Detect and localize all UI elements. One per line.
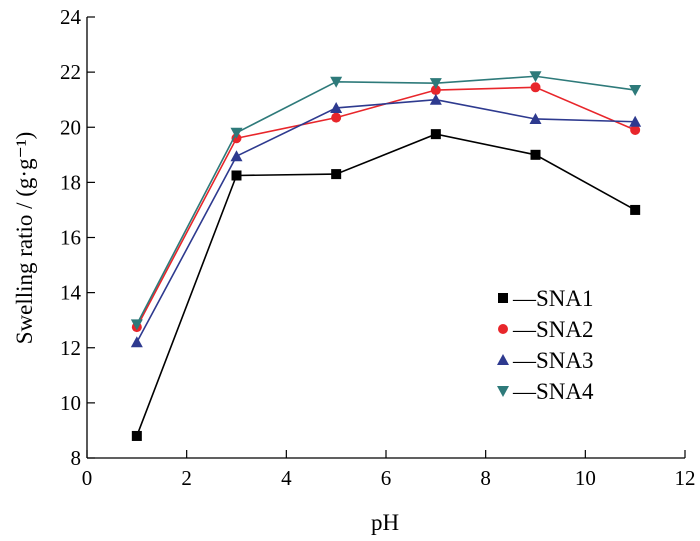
legend-item-sna2: —SNA2 (498, 317, 594, 342)
series-line (136, 75, 636, 325)
data-point (430, 85, 441, 96)
data-point (131, 430, 142, 441)
series-sna3 (130, 93, 642, 348)
legend-marker (498, 324, 508, 334)
series-line (136, 133, 636, 437)
legend: —SNA1 —SNA2 —SNA3 —SNA4 (497, 286, 594, 404)
data-point (330, 101, 343, 113)
data-point (629, 115, 642, 127)
x-tick-label: 8 (480, 466, 491, 490)
data-point (429, 78, 442, 90)
y-tick-label: 14 (60, 281, 82, 305)
x-tick-label: 10 (575, 466, 596, 490)
legend-item-sna4: —SNA4 (497, 379, 594, 404)
data-point (130, 319, 143, 331)
data-point (230, 127, 243, 139)
y-tick-label: 20 (60, 115, 81, 139)
data-point (630, 204, 641, 215)
data-point (430, 129, 441, 140)
data-point (529, 71, 542, 83)
data-point (630, 125, 641, 136)
data-point (230, 150, 243, 162)
x-tick-label: 12 (675, 466, 696, 490)
y-tick-label: 12 (60, 336, 81, 360)
data-point (130, 336, 143, 348)
legend-marker (497, 386, 509, 397)
data-point (629, 85, 642, 97)
legend-marker (497, 354, 509, 365)
series-sna1 (131, 129, 641, 441)
legend-marker (498, 293, 508, 303)
legend-item-sna1: —SNA1 (498, 286, 594, 311)
y-tick-label: 8 (71, 446, 82, 470)
legend-label: —SNA4 (512, 379, 594, 404)
data-point (331, 169, 342, 180)
y-tick-label: 10 (60, 391, 81, 415)
data-point (231, 170, 242, 181)
legend-label: —SNA3 (512, 348, 594, 373)
x-tick-label: 2 (181, 466, 192, 490)
data-point (530, 149, 541, 160)
x-tick-label: 0 (82, 466, 93, 490)
x-tick-label: 4 (281, 466, 292, 490)
y-tick-label: 24 (60, 5, 82, 29)
x-axis-label: pH (371, 510, 399, 535)
data-point (429, 93, 442, 105)
legend-item-sna3: —SNA3 (497, 348, 594, 373)
data-point (331, 112, 342, 123)
series-sna4 (130, 71, 642, 331)
data-point (330, 76, 343, 88)
data-point (529, 112, 542, 124)
legend-label: —SNA2 (512, 317, 594, 342)
y-axis-label: Swelling ratio / (g·g⁻¹) (12, 132, 37, 345)
x-tick-label: 6 (381, 466, 392, 490)
y-tick-label: 16 (60, 226, 81, 250)
series-line (136, 98, 636, 343)
legend-label: —SNA1 (512, 286, 594, 311)
data-point (530, 82, 541, 93)
y-tick-label: 18 (60, 170, 81, 194)
y-tick-label: 22 (60, 60, 81, 84)
series-group (130, 71, 642, 441)
